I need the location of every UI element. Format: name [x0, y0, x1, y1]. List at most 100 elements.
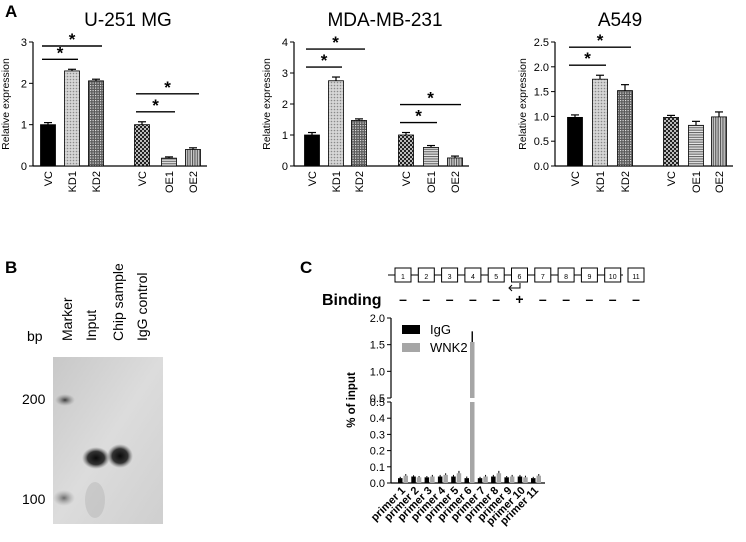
exon-label: 7 — [541, 274, 545, 281]
bar — [536, 475, 541, 483]
y-tick-label: 2.5 — [534, 37, 549, 49]
bar — [437, 476, 443, 483]
legend-swatch — [402, 343, 420, 352]
bar — [504, 477, 509, 483]
bar — [430, 476, 435, 483]
significance-star: * — [164, 78, 171, 97]
bar — [483, 476, 488, 483]
y-tick-label: 0.1 — [370, 462, 385, 474]
y-tick-label: 0.2 — [370, 446, 385, 458]
bar — [351, 120, 367, 167]
bar — [64, 70, 80, 167]
gel-input-band — [82, 447, 110, 469]
significance-star: * — [321, 51, 328, 70]
binding-mark: – — [446, 291, 454, 307]
bar — [88, 80, 104, 167]
x-tick-label: VC — [307, 171, 319, 186]
bar — [523, 477, 528, 483]
bar — [688, 124, 704, 167]
bar — [477, 478, 483, 483]
bar — [443, 474, 448, 483]
panel-c-label: C — [300, 258, 312, 277]
bar — [517, 476, 523, 483]
x-tick-label: KD1 — [67, 171, 79, 192]
x-tick-label: VC — [570, 171, 582, 186]
bar — [491, 476, 496, 483]
significance-star: * — [584, 49, 591, 68]
exon-box — [441, 267, 459, 283]
x-tick-label: OE1 — [691, 171, 703, 193]
exon-box — [417, 267, 435, 283]
y-tick-label: 0.3 — [370, 429, 385, 441]
y-tick-label: 0.4 — [370, 413, 385, 425]
bar — [456, 473, 462, 483]
panel-a-label: A — [5, 2, 17, 21]
binding-mark: – — [492, 291, 500, 307]
exon-label: 11 — [632, 274, 639, 281]
exon-box — [534, 267, 552, 283]
chart-title: A549 — [598, 10, 642, 31]
x-tick-label: KD1 — [331, 171, 343, 192]
y-axis-label: Relative expression — [517, 58, 529, 150]
significance-star: * — [69, 30, 76, 49]
bar — [411, 476, 416, 483]
binding-mark: + — [515, 291, 523, 307]
bar — [328, 80, 344, 167]
exon-label: 10 — [609, 274, 617, 281]
y-tick-label: 1 — [21, 120, 27, 132]
y-tick-label: 0.0 — [534, 161, 549, 173]
bar — [185, 149, 201, 167]
exon-box — [557, 267, 575, 283]
significance-star: * — [57, 43, 64, 62]
y-tick-label: 1.0 — [534, 111, 549, 123]
y-tick-label: 0 — [21, 161, 27, 173]
y-tick-label: 2.0 — [370, 313, 385, 325]
gel-marker-200: 200 — [22, 391, 46, 407]
x-tick-label: VC — [43, 171, 55, 186]
chart-mda-mb-231: MDA-MB-231 Relative expression 0 1 2 3 4 VC KD1 K… — [261, 10, 469, 193]
exon-box — [394, 267, 412, 283]
legend-swatch — [402, 325, 420, 334]
x-tick-label: VC — [137, 171, 149, 186]
y-tick-label: 2.0 — [534, 62, 549, 74]
y-tick-label: 3 — [21, 37, 27, 49]
bar — [161, 157, 177, 167]
x-tick-label: KD2 — [354, 171, 366, 192]
binding-label: Binding — [322, 292, 382, 309]
bar — [531, 478, 536, 483]
y-tick-label: 1.5 — [534, 87, 549, 99]
chart-a549: A549 Relative expression 0.0 0.5 1.0 1.5 2.0 2.… — [517, 10, 733, 193]
bar — [617, 90, 633, 167]
bar — [496, 473, 502, 483]
exon-box — [464, 267, 482, 283]
y-tick-label: 2 — [21, 78, 27, 90]
x-tick-label: OE2 — [714, 171, 726, 193]
y-tick-label: 0.5 — [370, 393, 385, 405]
y-tick-label: 1.0 — [370, 366, 385, 378]
binding-mark: – — [632, 291, 640, 307]
panel-b-label: B — [5, 258, 17, 277]
gel-lane-label-marker: Marker — [59, 297, 75, 341]
exon-label: 6 — [518, 274, 522, 281]
gel-marker-band-100 — [53, 490, 75, 506]
significance-star: * — [415, 107, 422, 126]
gel-marker-band-200 — [55, 394, 75, 406]
binding-mark: – — [422, 291, 430, 307]
x-tick-label: VC — [401, 171, 413, 186]
tss-arrow — [510, 283, 521, 289]
binding-mark: – — [609, 291, 617, 307]
bar — [470, 402, 475, 483]
binding-mark: – — [562, 291, 570, 307]
x-tick-label: KD2 — [620, 171, 632, 192]
y-tick-label: 0.5 — [534, 136, 549, 148]
bar — [304, 134, 320, 167]
chart-title: MDA-MB-231 — [327, 10, 442, 31]
bar — [403, 475, 408, 483]
significance-star: * — [427, 89, 434, 108]
gel-lane-label-input: Input — [83, 310, 99, 341]
significance-star: * — [152, 96, 159, 115]
exon-label: 8 — [564, 274, 568, 281]
exon-box — [580, 267, 598, 283]
